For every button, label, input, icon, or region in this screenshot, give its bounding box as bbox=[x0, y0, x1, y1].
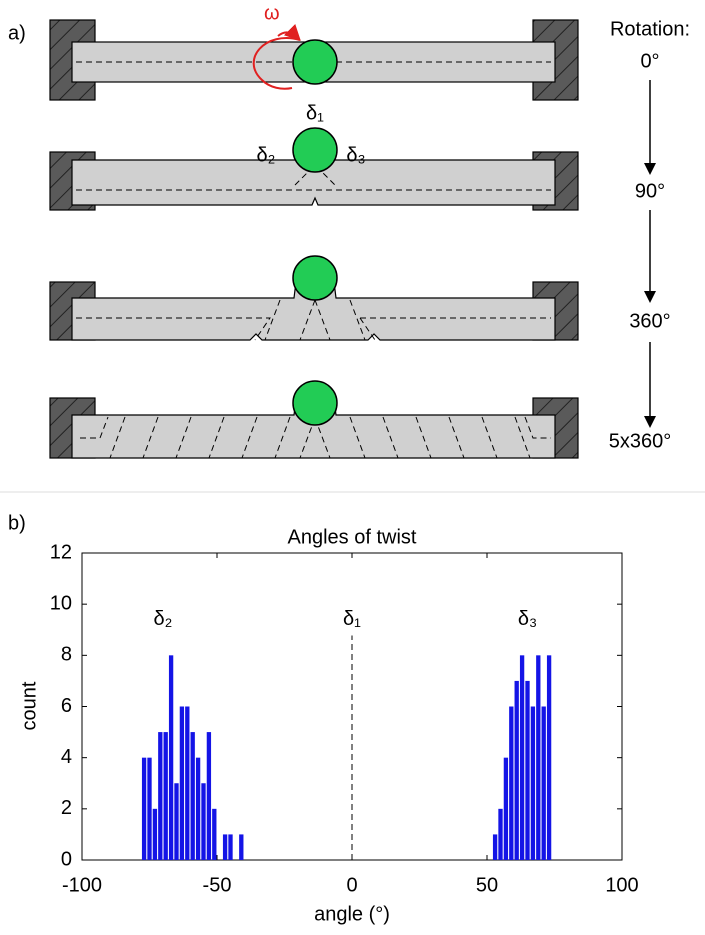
bar bbox=[519, 655, 525, 860]
rotation-title: Rotation: bbox=[610, 18, 690, 40]
bar bbox=[498, 808, 503, 860]
bar bbox=[541, 706, 546, 860]
bar bbox=[546, 655, 552, 860]
panel-label: a) bbox=[8, 22, 26, 44]
y-tick-label: 2 bbox=[61, 797, 72, 819]
bar bbox=[503, 757, 509, 860]
bar bbox=[536, 655, 541, 860]
bar bbox=[525, 680, 530, 860]
bar bbox=[185, 706, 190, 860]
chart: Angles of twist angle (°) count -100 -50 0… bbox=[18, 526, 638, 925]
bar bbox=[509, 706, 514, 860]
chart-title: Angles of twist bbox=[288, 526, 417, 548]
rotation-label: 5x360° bbox=[609, 430, 672, 452]
twist-line bbox=[76, 299, 551, 341]
rotation-label: 0° bbox=[640, 50, 659, 72]
y-tick-label: 8 bbox=[61, 644, 72, 666]
y-tick-label: 10 bbox=[50, 592, 72, 614]
ball bbox=[292, 127, 338, 173]
x-tick-label: -100 bbox=[62, 874, 102, 896]
ball bbox=[292, 39, 338, 85]
rotation-arrow bbox=[252, 37, 301, 90]
bar bbox=[492, 834, 498, 860]
bar bbox=[168, 655, 174, 860]
x-tick-label: 100 bbox=[605, 874, 638, 896]
rotation-label: 90° bbox=[635, 180, 665, 202]
delta-label: δ₁ bbox=[306, 102, 324, 124]
diagram: a) ω δ₁ δ₂ δ₃ Rotation: 0° 90° bbox=[8, 2, 690, 459]
bar bbox=[158, 732, 163, 860]
twist-line bbox=[80, 416, 551, 459]
bar bbox=[147, 757, 152, 860]
bar bbox=[179, 706, 185, 860]
delta-label: δ₃ bbox=[346, 144, 365, 166]
twist-lines bbox=[80, 416, 551, 459]
bar bbox=[212, 808, 217, 860]
bar bbox=[206, 732, 212, 860]
bar bbox=[152, 808, 158, 860]
y-axis-label: count bbox=[18, 681, 40, 730]
x-tick-label: 50 bbox=[476, 874, 498, 896]
bar bbox=[190, 732, 195, 860]
rotation-label: 360° bbox=[629, 310, 670, 332]
delta-label: δ₂ bbox=[257, 144, 276, 166]
x-tick-label: 0 bbox=[346, 874, 357, 896]
bar bbox=[141, 757, 147, 860]
omega-label: ω bbox=[264, 2, 280, 24]
bar bbox=[514, 680, 519, 860]
annotation: δ₂ bbox=[154, 608, 173, 630]
x-tick-label: -50 bbox=[203, 874, 232, 896]
y-tick-label: 6 bbox=[61, 695, 72, 717]
annotation: δ₁ bbox=[343, 608, 361, 630]
bar bbox=[201, 783, 206, 860]
x-axis-label: angle (°) bbox=[314, 903, 390, 925]
annotation: δ₃ bbox=[518, 608, 537, 630]
bar bbox=[222, 834, 228, 860]
bar bbox=[195, 757, 201, 860]
y-tick-label: 4 bbox=[61, 746, 72, 768]
bar bbox=[163, 732, 168, 860]
y-tick-label: 12 bbox=[50, 541, 72, 563]
ball bbox=[292, 380, 338, 426]
bar bbox=[174, 783, 179, 860]
y-tick-label: 0 bbox=[61, 848, 72, 870]
bar bbox=[228, 834, 233, 860]
ball bbox=[292, 255, 338, 301]
panel-label: b) bbox=[8, 512, 26, 534]
bar bbox=[239, 834, 244, 860]
bar bbox=[530, 706, 536, 860]
rotation-arrow bbox=[277, 23, 301, 41]
